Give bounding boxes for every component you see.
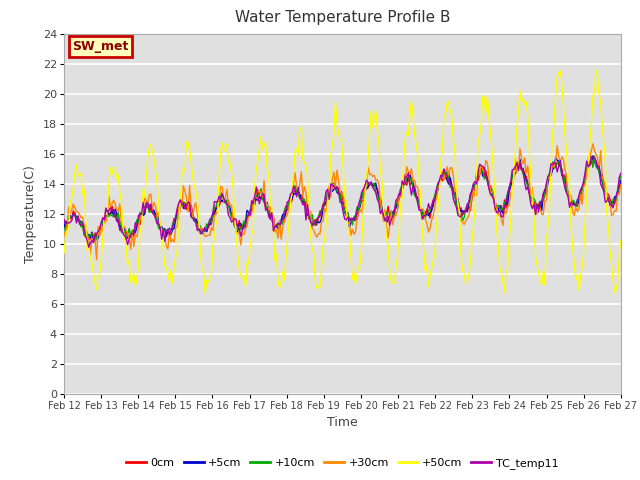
+50cm xyxy=(305,207,313,213)
+50cm xyxy=(60,251,68,256)
+5cm xyxy=(90,238,97,243)
TC_temp11 xyxy=(246,213,254,218)
+5cm xyxy=(589,153,596,159)
+50cm xyxy=(246,244,254,250)
+30cm xyxy=(255,190,263,195)
Line: TC_temp11: TC_temp11 xyxy=(64,156,621,247)
TC_temp11 xyxy=(617,170,625,176)
+10cm xyxy=(91,240,99,245)
+5cm xyxy=(255,194,263,200)
+30cm xyxy=(60,233,68,239)
+10cm xyxy=(246,208,254,214)
+10cm xyxy=(60,225,68,230)
0cm xyxy=(591,156,598,161)
Line: +50cm: +50cm xyxy=(64,70,621,294)
+30cm xyxy=(130,244,138,250)
TC_temp11 xyxy=(589,154,596,159)
+30cm xyxy=(617,182,625,188)
0cm xyxy=(60,226,68,231)
TC_temp11 xyxy=(60,216,68,222)
+50cm xyxy=(617,238,625,243)
Line: 0cm: 0cm xyxy=(64,158,621,242)
+5cm xyxy=(617,178,625,183)
+50cm xyxy=(592,67,600,72)
+50cm xyxy=(129,277,136,283)
+10cm xyxy=(130,231,138,237)
+10cm xyxy=(588,155,595,160)
TC_temp11 xyxy=(255,201,263,206)
0cm xyxy=(90,240,97,245)
Line: +30cm: +30cm xyxy=(64,144,621,260)
+30cm xyxy=(588,148,595,154)
Text: SW_met: SW_met xyxy=(72,40,129,53)
Title: Water Temperature Profile B: Water Temperature Profile B xyxy=(235,11,450,25)
+10cm xyxy=(228,213,236,219)
0cm xyxy=(228,210,236,216)
0cm xyxy=(588,160,595,166)
+5cm xyxy=(588,159,595,165)
+30cm xyxy=(246,213,254,219)
+10cm xyxy=(591,153,598,159)
Y-axis label: Temperature(C): Temperature(C) xyxy=(24,165,37,263)
+5cm xyxy=(305,213,313,219)
+30cm xyxy=(93,257,100,263)
Legend: 0cm, +5cm, +10cm, +30cm, +50cm, TC_temp11: 0cm, +5cm, +10cm, +30cm, +50cm, TC_temp1… xyxy=(122,453,563,473)
+30cm xyxy=(305,209,313,215)
+30cm xyxy=(589,141,596,147)
TC_temp11 xyxy=(228,219,236,225)
TC_temp11 xyxy=(305,213,313,219)
0cm xyxy=(255,195,263,201)
+50cm xyxy=(228,170,236,176)
+5cm xyxy=(246,209,254,215)
Line: +10cm: +10cm xyxy=(64,156,621,242)
0cm xyxy=(305,216,313,222)
+5cm xyxy=(130,228,138,233)
TC_temp11 xyxy=(85,244,93,250)
X-axis label: Time: Time xyxy=(327,416,358,429)
TC_temp11 xyxy=(130,232,138,238)
0cm xyxy=(617,181,625,187)
+50cm xyxy=(255,145,263,151)
+5cm xyxy=(60,225,68,230)
+10cm xyxy=(255,192,263,197)
+50cm xyxy=(202,291,209,297)
0cm xyxy=(246,207,254,213)
+10cm xyxy=(305,214,313,220)
+50cm xyxy=(588,121,595,127)
+10cm xyxy=(617,174,625,180)
0cm xyxy=(130,232,138,238)
+5cm xyxy=(228,213,236,218)
+30cm xyxy=(228,203,236,208)
Line: +5cm: +5cm xyxy=(64,156,621,240)
TC_temp11 xyxy=(588,154,595,159)
